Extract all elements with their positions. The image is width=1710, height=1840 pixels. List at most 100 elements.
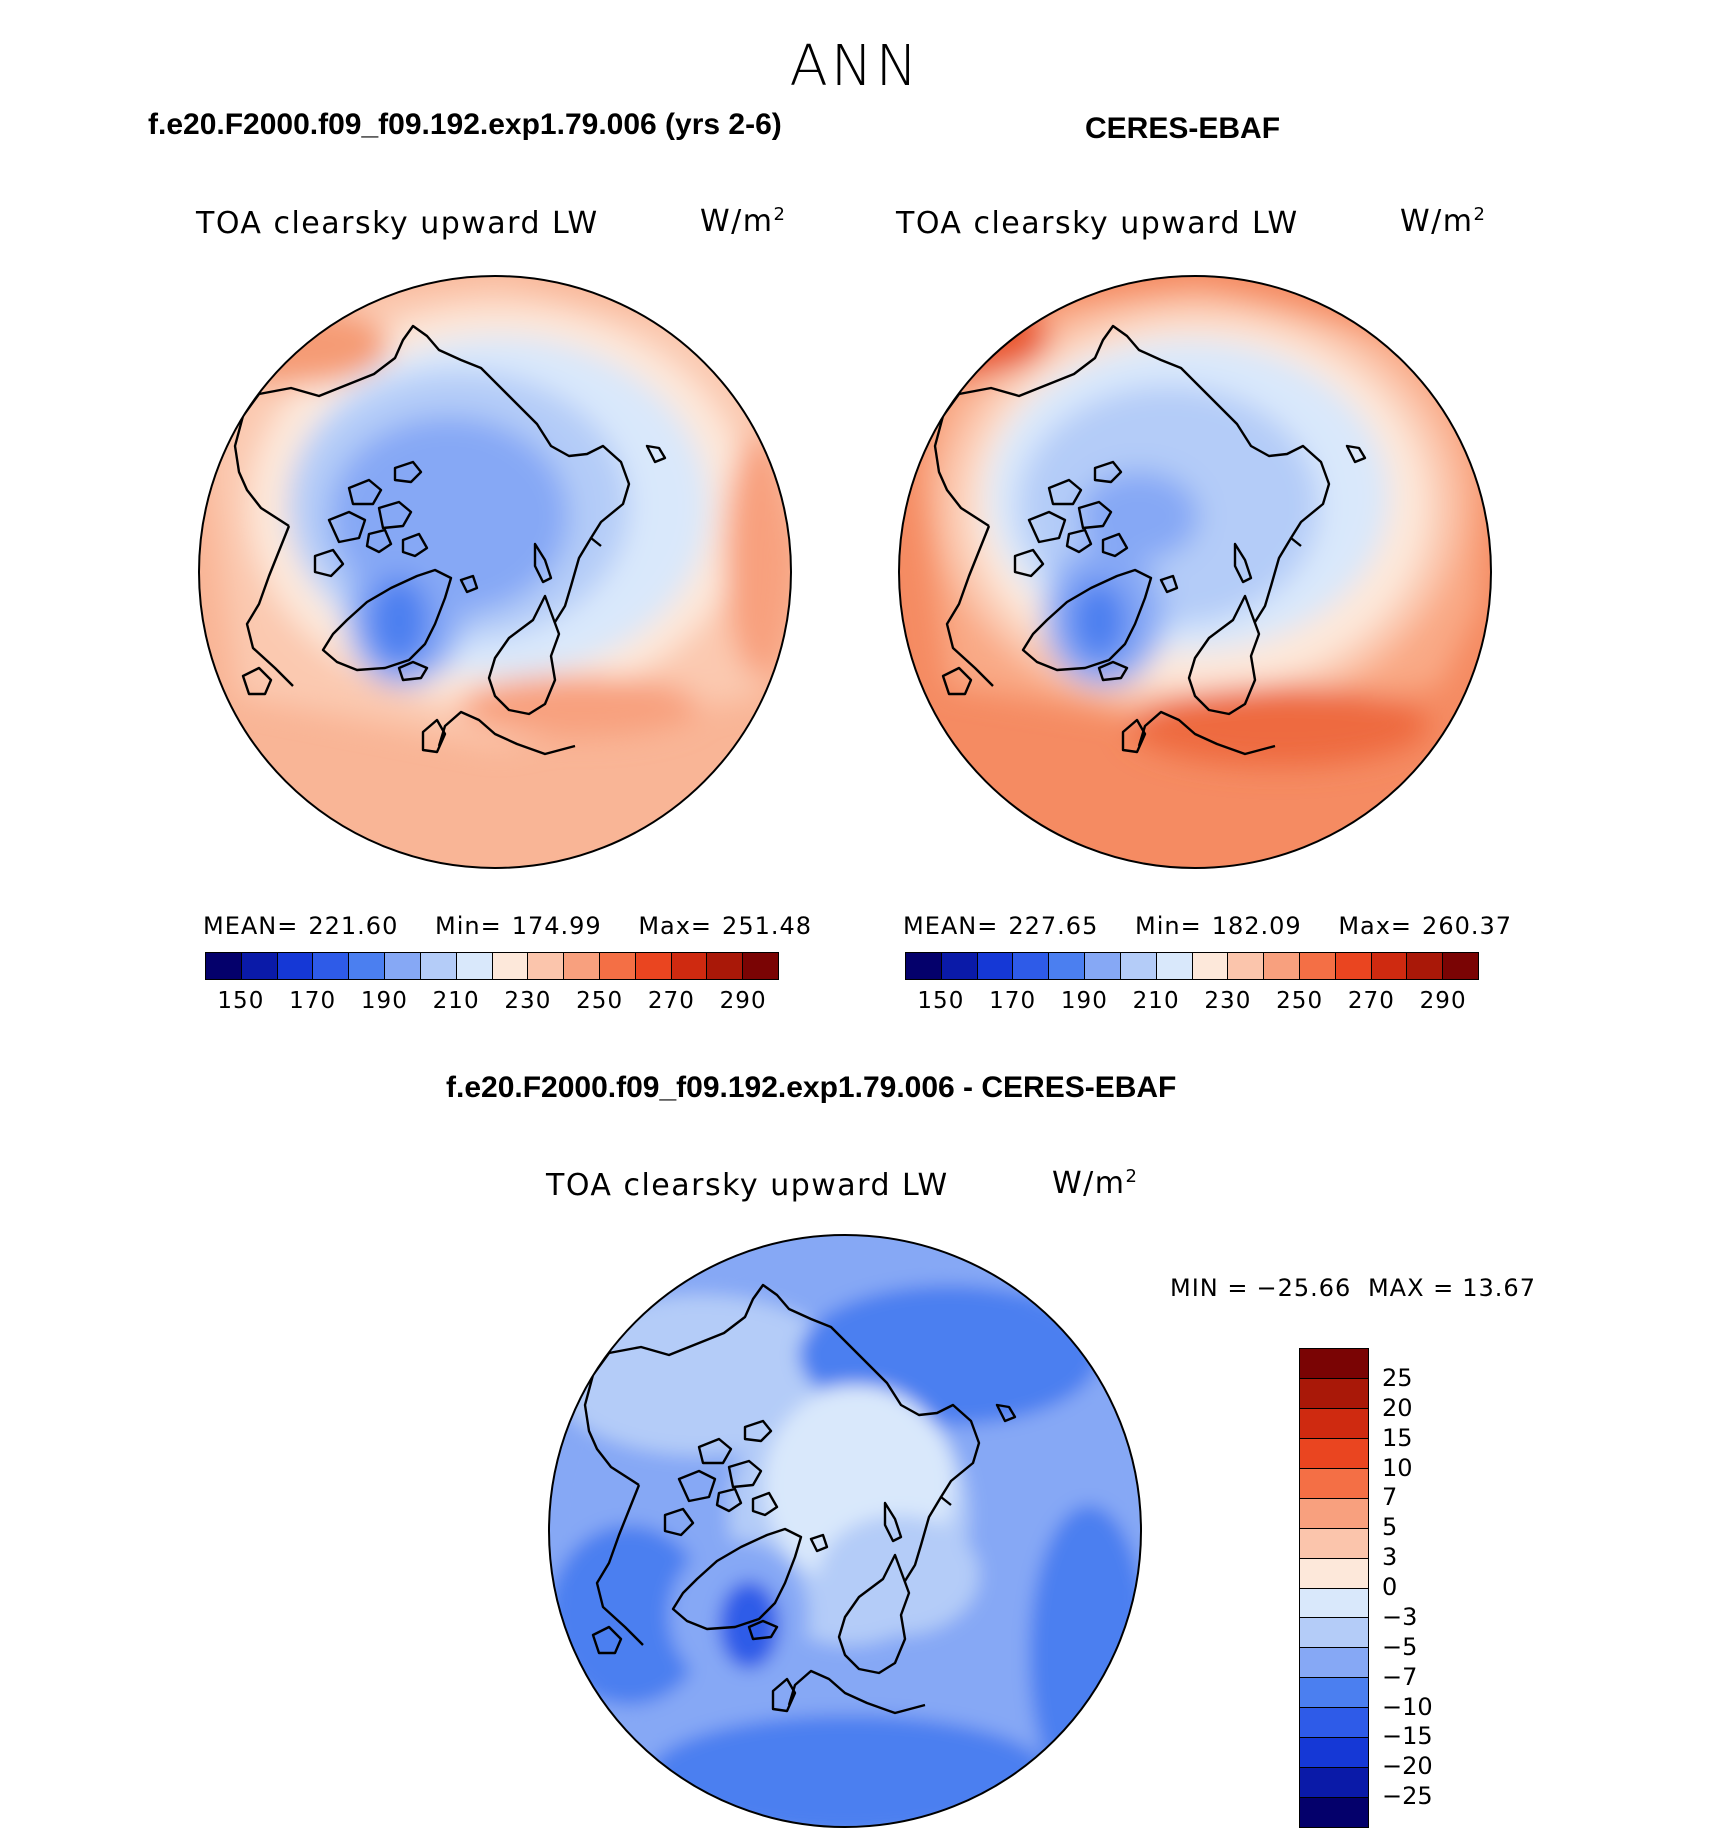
obs-colorbar-cell-3 [1013,953,1050,979]
diff-panel-title: f.e20.F2000.f09_f09.192.exp1.79.006 - CE… [446,1071,1177,1104]
diff-colorbar-tick-label: −10 [1382,1692,1433,1721]
obs-colorbar-cell-13 [1371,953,1408,979]
model-colorbar-cell-8 [492,953,529,979]
obs-map [898,275,1492,869]
model-colorbar-cell-11 [599,953,636,979]
obs-colorbar-cell-15 [1443,953,1478,979]
model-colorbar-cell-10 [564,953,600,979]
diff-colorbar-tick-label: −3 [1382,1602,1418,1631]
obs-colorbar-cell-0 [906,953,942,979]
model-colorbar-cells [205,952,779,980]
diff-variable-label: TOA clearsky upward LW [546,1168,949,1203]
diff-colorbar-tick-label: −15 [1382,1722,1433,1751]
model-colorbar-cell-1 [241,953,278,979]
obs-colorbar-tick-label: 210 [1132,988,1180,1014]
diff-colorbar-cell-15 [1300,1798,1368,1827]
diff-minmax: MIN = −25.66 MAX = 13.67 [1170,1274,1536,1302]
model-colorbar-cell-4 [349,953,386,979]
obs-units-label: W/m2 [1400,204,1487,239]
diff-colorbar-tick-label: 5 [1382,1513,1398,1542]
obs-colorbar-cell-7 [1156,953,1193,979]
diff-colorbar-tick-label: 10 [1382,1453,1413,1482]
diff-colorbar-cell-5 [1300,1498,1368,1529]
diff-colorbar-tick-label: −5 [1382,1632,1418,1661]
obs-colorbar-cell-12 [1335,953,1372,979]
diff-colorbar-tick-label: 20 [1382,1393,1413,1422]
obs-colorbar-cell-9 [1228,953,1265,979]
model-colorbar-tick-label: 270 [647,988,695,1014]
model-units-label: W/m2 [700,204,787,239]
model-colorbar-tick-label: 250 [576,988,624,1014]
obs-variable-label: TOA clearsky upward LW [896,206,1299,241]
model-colorbar-tick-label: 230 [504,988,552,1014]
model-colorbar-tick-label: 210 [432,988,480,1014]
obs-colorbar-cells [905,952,1479,980]
model-max: Max= 251.48 [638,912,813,940]
obs-max: Max= 260.37 [1338,912,1513,940]
obs-colorbar-tick-label: 270 [1347,988,1395,1014]
diff-colorbar-cell-13 [1300,1738,1368,1769]
model-colorbar-cell-12 [635,953,672,979]
model-colorbar-ticks: 150 170 190 210 230 250 270 290 [205,980,779,1014]
diff-colorbar-cell-2 [1300,1408,1368,1439]
obs-colorbar-tick-label: 230 [1204,988,1252,1014]
obs-colorbar-tick-label: 170 [989,988,1037,1014]
obs-mean: MEAN= 227.65 [903,912,1099,940]
diff-colorbar-cell-6 [1300,1528,1368,1559]
model-colorbar-cell-6 [420,953,457,979]
model-colorbar: 150 170 190 210 230 250 270 290 [205,952,779,1014]
diff-colorbar-cell-8 [1300,1588,1368,1619]
obs-colorbar-tick-label: 250 [1276,988,1324,1014]
model-colorbar-cell-14 [707,953,744,979]
obs-colorbar-tick-label: 290 [1419,988,1467,1014]
obs-colorbar-tick-label: 150 [917,988,965,1014]
diff-colorbar-tick-label: 25 [1382,1363,1413,1392]
obs-colorbar-cell-6 [1120,953,1157,979]
diff-colorbar-cell-3 [1300,1438,1368,1469]
model-panel-title: f.e20.F2000.f09_f09.192.exp1.79.006 (yrs… [148,108,782,141]
diff-colorbar-cell-4 [1300,1468,1368,1499]
obs-colorbar-cell-1 [941,953,978,979]
model-colorbar-cell-0 [206,953,242,979]
obs-colorbar-cell-5 [1085,953,1121,979]
diff-colorbar-tick-label: 7 [1382,1483,1398,1512]
diff-colorbar-cell-0 [1300,1349,1368,1379]
model-map [198,275,792,869]
diff-units-label: W/m2 [1052,1166,1139,1201]
diff-colorbar-cell-7 [1300,1558,1368,1589]
diff-colorbar-ticks: 25 20 15 10 7 5 3 0 −3 −5 −7 −10 −15 −20 −25 [1382,1348,1462,1826]
obs-colorbar-ticks: 150 170 190 210 230 250 270 290 [905,980,1479,1014]
obs-panel-title: CERES-EBAF [1085,112,1281,145]
obs-colorbar-cell-2 [977,953,1014,979]
model-colorbar-tick-label: 190 [360,988,408,1014]
model-colorbar-cell-13 [671,953,708,979]
diff-colorbar-tick-label: 15 [1382,1423,1413,1452]
model-colorbar-cell-2 [277,953,314,979]
diff-colorbar-tick-label: −7 [1382,1662,1418,1691]
model-colorbar-cell-9 [528,953,565,979]
model-mean: MEAN= 221.60 [203,912,399,940]
obs-colorbar-cell-14 [1407,953,1444,979]
obs-colorbar-cell-11 [1299,953,1336,979]
model-colorbar-cell-5 [385,953,421,979]
diff-colorbar-cell-1 [1300,1378,1368,1409]
diff-colorbar-tick-label: 0 [1382,1573,1398,1601]
diff-colorbar-cell-10 [1300,1648,1368,1679]
obs-min: Min= 182.09 [1134,912,1302,940]
diff-map [548,1234,1142,1828]
obs-colorbar-cell-8 [1192,953,1229,979]
diff-colorbar-tick-label: 3 [1382,1543,1398,1572]
obs-stats: MEAN= 227.65 Min= 182.09 Max= 260.37 [903,912,1512,940]
diff-colorbar-cell-12 [1300,1708,1368,1739]
model-colorbar-tick-label: 290 [719,988,767,1014]
model-colorbar-cell-7 [456,953,493,979]
model-colorbar-tick-label: 150 [217,988,265,1014]
obs-colorbar-cell-10 [1264,953,1300,979]
model-variable-label: TOA clearsky upward LW [196,206,599,241]
obs-colorbar-tick-label: 190 [1060,988,1108,1014]
model-stats: MEAN= 221.60 Min= 174.99 Max= 251.48 [203,912,812,940]
model-colorbar-cell-15 [743,953,778,979]
diff-colorbar-cell-11 [1300,1678,1368,1709]
model-colorbar-cell-3 [313,953,350,979]
diff-colorbar-cell-14 [1300,1768,1368,1799]
